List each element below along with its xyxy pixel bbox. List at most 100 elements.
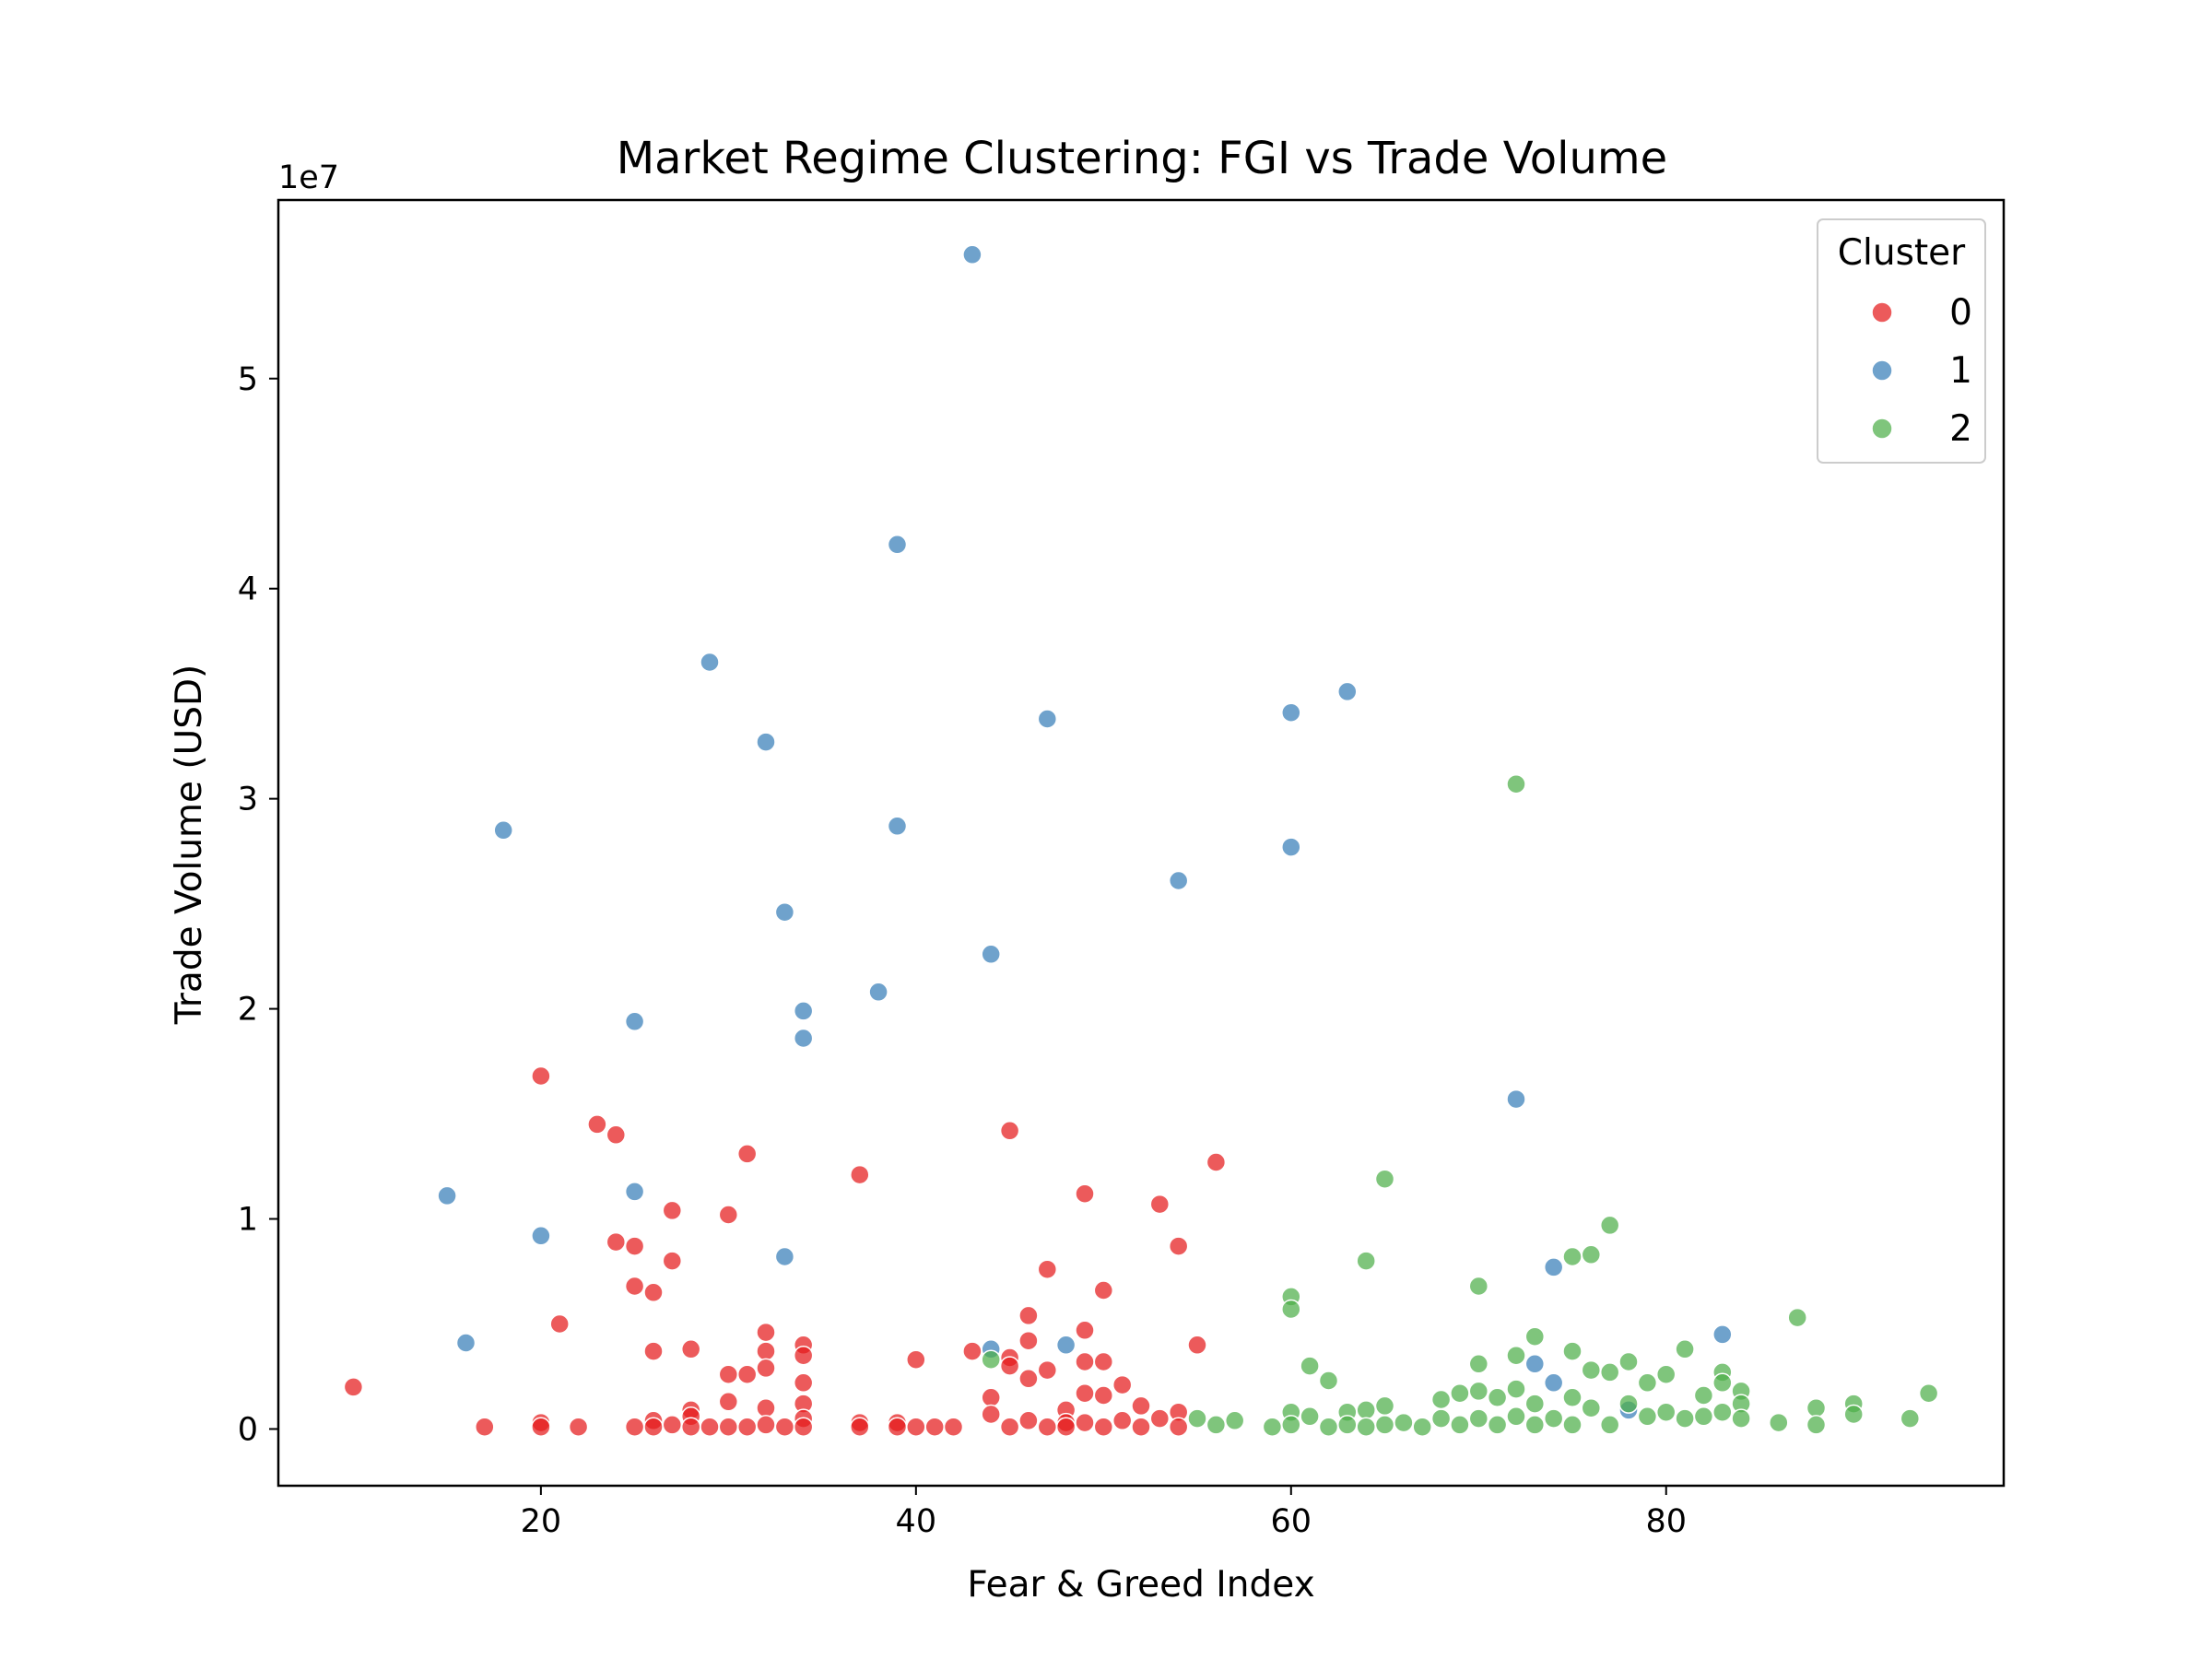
scatter-point-cluster-0 xyxy=(906,1417,926,1437)
scatter-point-cluster-0 xyxy=(680,1417,701,1437)
scatter-point-cluster-0 xyxy=(1112,1410,1133,1431)
scatter-point-cluster-0 xyxy=(1018,1410,1039,1431)
scatter-point-cluster-2 xyxy=(1543,1408,1564,1429)
scatter-point-cluster-2 xyxy=(1318,1371,1339,1391)
x-tick-label: 80 xyxy=(1645,1503,1687,1540)
scatter-point-cluster-2 xyxy=(1618,1351,1639,1372)
scatter-point-cluster-0 xyxy=(531,1065,551,1087)
y-tick-label: 2 xyxy=(238,992,258,1029)
scatter-point-cluster-2 xyxy=(1562,1341,1583,1361)
scatter-point-cluster-2 xyxy=(1806,1397,1827,1418)
scatter-point-cluster-1 xyxy=(1168,870,1189,891)
scatter-point-cluster-2 xyxy=(1412,1417,1432,1437)
scatter-point-cluster-0 xyxy=(1131,1395,1151,1417)
scatter-point-cluster-0 xyxy=(718,1417,739,1437)
scatter-point-cluster-0 xyxy=(624,1417,645,1437)
scatter-point-cluster-0 xyxy=(1149,1194,1171,1215)
scatter-point-cluster-0 xyxy=(718,1392,739,1412)
scatter-point-cluster-0 xyxy=(343,1377,364,1397)
scatter-point-cluster-2 xyxy=(1637,1372,1658,1394)
scatter-point-cluster-2 xyxy=(1581,1359,1602,1381)
y-tick-label: 0 xyxy=(238,1411,258,1448)
scatter-point-cluster-0 xyxy=(1093,1417,1114,1437)
scatter-point-cluster-2 xyxy=(1206,1415,1227,1435)
scatter-point-cluster-0 xyxy=(756,1358,776,1379)
scatter-point-cluster-1 xyxy=(1543,1372,1564,1394)
scatter-point-cluster-2 xyxy=(1843,1404,1864,1425)
scatter-point-cluster-2 xyxy=(1450,1382,1470,1404)
scatter-point-cluster-2 xyxy=(1900,1408,1921,1429)
scatter-point-cluster-2 xyxy=(1506,1406,1526,1427)
scatter-point-cluster-2 xyxy=(1430,1408,1452,1429)
scatter-point-cluster-0 xyxy=(1037,1359,1058,1381)
scatter-point-cluster-0 xyxy=(662,1251,683,1271)
scatter-point-cluster-1 xyxy=(1524,1354,1546,1374)
scatter-point-cluster-1 xyxy=(1543,1257,1564,1277)
y-tick-label: 4 xyxy=(238,571,258,608)
scatter-point-cluster-2 xyxy=(1430,1389,1452,1410)
scatter-point-cluster-2 xyxy=(1262,1417,1283,1437)
scatter-point-cluster-0 xyxy=(756,1397,776,1418)
scatter-point-cluster-2 xyxy=(1769,1412,1789,1433)
scatter-point-cluster-2 xyxy=(1918,1382,1939,1404)
scatter-point-cluster-0 xyxy=(999,1121,1020,1141)
scatter-point-cluster-0 xyxy=(568,1417,589,1437)
scatter-point-cluster-2 xyxy=(1374,1395,1395,1417)
scatter-point-cluster-0 xyxy=(999,1356,1020,1376)
scatter-point-cluster-0 xyxy=(718,1364,739,1384)
scatter-point-cluster-0 xyxy=(756,1322,776,1343)
scatter-point-cluster-0 xyxy=(718,1205,739,1225)
legend-label-cluster-0: 0 xyxy=(1949,292,1972,334)
legend-marker-cluster-0 xyxy=(1871,301,1893,324)
plot-frame xyxy=(276,198,2006,1488)
scatter-point-cluster-0 xyxy=(1075,1382,1095,1404)
scatter-point-cluster-1 xyxy=(774,1246,795,1267)
scatter-point-cluster-1 xyxy=(793,1028,814,1049)
legend-marker-cluster-1 xyxy=(1871,359,1893,382)
scatter-point-cluster-2 xyxy=(1374,1169,1395,1189)
scatter-point-cluster-0 xyxy=(1075,1351,1095,1372)
scatter-point-cluster-2 xyxy=(1693,1406,1714,1427)
legend: Cluster 0 1 2 xyxy=(1817,218,1986,464)
scatter-point-cluster-2 xyxy=(1337,1415,1358,1435)
scatter-point-cluster-2 xyxy=(1524,1415,1546,1435)
scatter-point-cluster-2 xyxy=(1655,1402,1677,1422)
scatter-point-cluster-1 xyxy=(493,820,513,841)
scatter-point-cluster-1 xyxy=(624,1011,645,1032)
scatter-point-cluster-0 xyxy=(962,1341,982,1361)
scatter-point-cluster-2 xyxy=(1562,1246,1583,1267)
scatter-point-cluster-2 xyxy=(1468,1276,1489,1297)
ticks-layer: 20 40 60 80 0 1 2 3 4 5 xyxy=(238,361,1687,1540)
scatter-point-cluster-2 xyxy=(1693,1385,1714,1406)
scatter-point-cluster-0 xyxy=(1075,1320,1095,1341)
scatter-point-cluster-2 xyxy=(1599,1215,1620,1236)
scatter-point-cluster-1 xyxy=(1037,709,1058,729)
scatter-point-cluster-2 xyxy=(1468,1408,1489,1429)
scatter-point-cluster-2 xyxy=(1300,1356,1320,1376)
scatter-point-cluster-2 xyxy=(1356,1417,1376,1437)
scatter-point-cluster-0 xyxy=(1093,1351,1114,1372)
scatter-point-cluster-2 xyxy=(1581,1244,1602,1265)
scatter-point-cluster-2 xyxy=(1318,1417,1339,1437)
scatter-point-cluster-1 xyxy=(962,244,982,265)
y-tick-label: 3 xyxy=(238,782,258,818)
scatter-point-cluster-0 xyxy=(1037,1259,1058,1279)
scatter-point-cluster-0 xyxy=(606,1124,627,1146)
scatter-point-cluster-0 xyxy=(756,1341,776,1361)
scatter-point-cluster-0 xyxy=(1018,1330,1039,1351)
scatter-point-cluster-0 xyxy=(924,1417,945,1437)
scatter-point-cluster-2 xyxy=(1581,1397,1602,1418)
scatter-point-cluster-2 xyxy=(1356,1400,1376,1420)
scatter-point-cluster-1 xyxy=(437,1185,457,1206)
scatter-point-cluster-0 xyxy=(1018,1305,1039,1326)
scatter-point-cluster-2 xyxy=(1599,1415,1620,1435)
scatter-point-cluster-1 xyxy=(868,982,888,1003)
scatter-point-cluster-2 xyxy=(1487,1387,1508,1408)
scatter-point-cluster-0 xyxy=(1075,1183,1095,1204)
scatter-point-cluster-0 xyxy=(1075,1412,1095,1433)
scatter-point-cluster-1 xyxy=(756,732,776,752)
legend-box xyxy=(1817,218,1986,464)
scatter-point-cluster-0 xyxy=(662,1415,683,1435)
scatter-point-cluster-0 xyxy=(624,1236,645,1256)
scatter-point-cluster-1 xyxy=(455,1333,477,1353)
